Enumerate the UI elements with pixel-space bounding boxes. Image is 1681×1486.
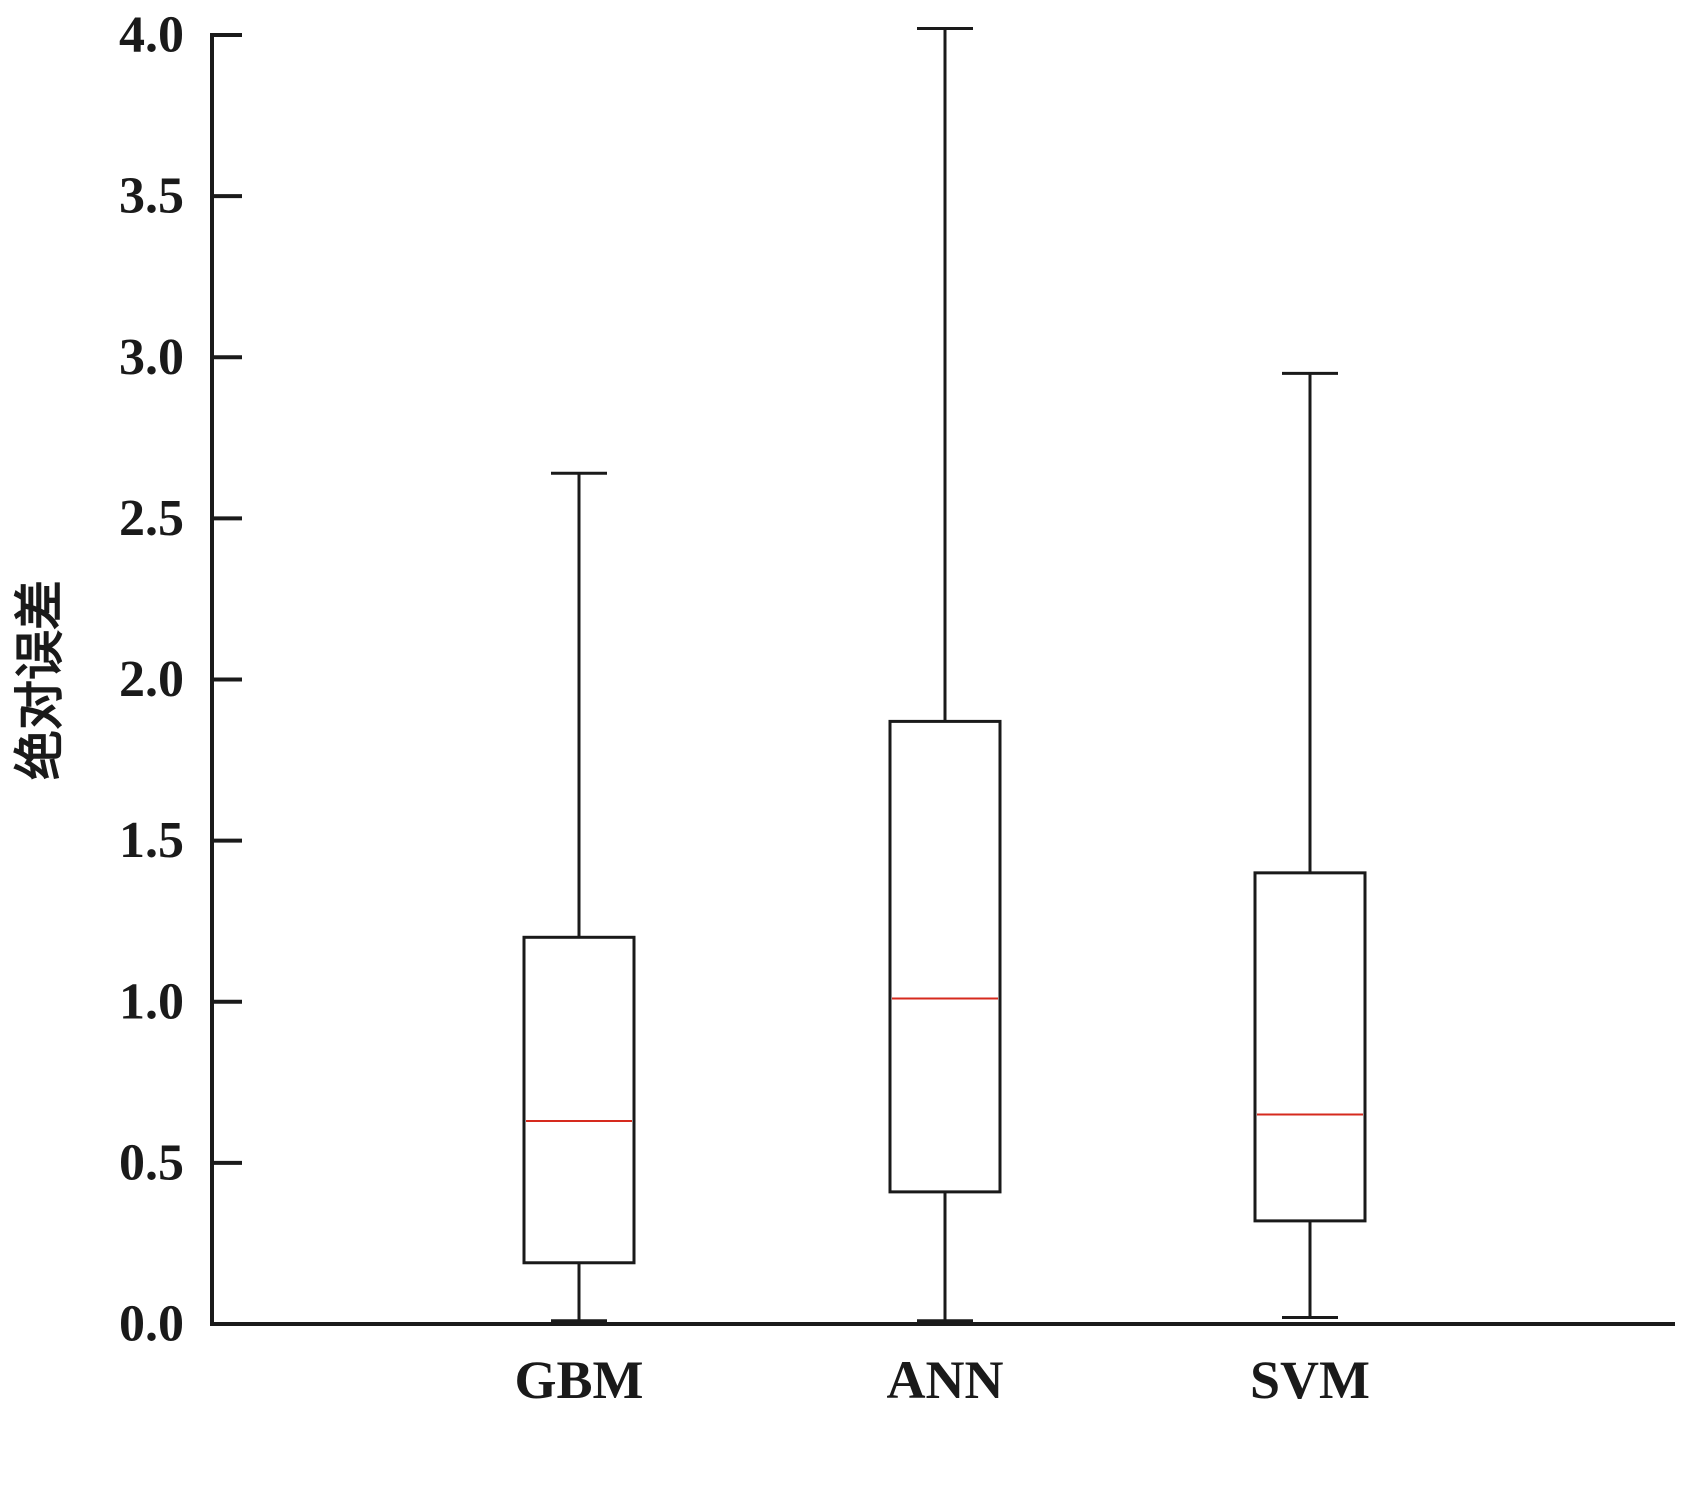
y-tick-label: 0.5 bbox=[119, 1134, 184, 1191]
y-tick-label: 3.5 bbox=[119, 168, 184, 225]
x-tick-label: ANN bbox=[887, 1350, 1004, 1410]
box-series bbox=[522, 27, 1367, 1323]
y-tick-label: 0.0 bbox=[119, 1296, 184, 1353]
iqr-box bbox=[522, 935, 636, 1265]
x-tick-label: SVM bbox=[1250, 1350, 1370, 1410]
y-tick-label: 1.0 bbox=[119, 973, 184, 1030]
box-gbm bbox=[522, 471, 636, 1323]
y-tick-label: 1.5 bbox=[119, 812, 184, 869]
iqr-box bbox=[1253, 871, 1367, 1223]
y-axis-ticks: 0.0 0.5 1.0 1.5 2.0 2.5 3.0 3.5 4.0 bbox=[119, 7, 242, 1353]
x-axis-labels: GBM ANN SVM bbox=[515, 1350, 1371, 1410]
y-tick-label: 2.5 bbox=[119, 490, 184, 547]
box-svm bbox=[1253, 371, 1367, 1320]
y-tick-label: 4.0 bbox=[119, 7, 184, 64]
y-tick-label: 2.0 bbox=[119, 651, 184, 708]
box-ann bbox=[888, 27, 1002, 1323]
y-tick-label: 3.0 bbox=[119, 329, 184, 386]
x-tick-label: GBM bbox=[515, 1350, 644, 1410]
iqr-box bbox=[888, 719, 1002, 1194]
y-axis-label: 绝对误差 bbox=[11, 580, 69, 780]
